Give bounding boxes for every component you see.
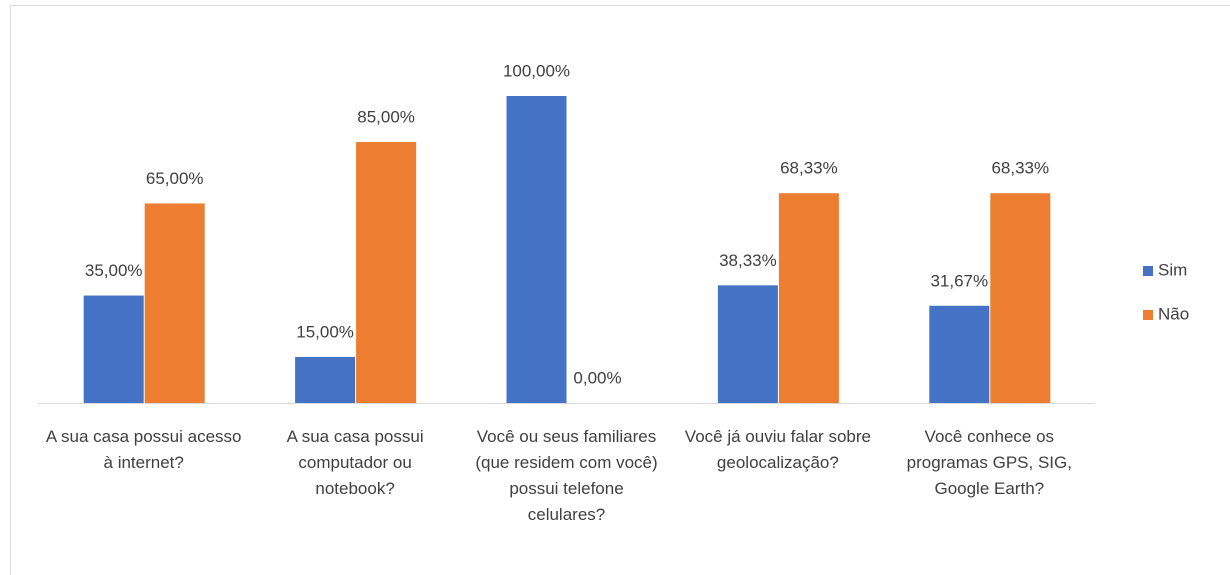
data-label: 100,00%: [503, 61, 570, 80]
data-label: 31,67%: [930, 271, 988, 290]
data-label: 15,00%: [296, 322, 354, 341]
bar: [295, 356, 356, 403]
bar: [717, 285, 778, 403]
x-tick-label: Você conhece os programas GPS, SIG, Goog…: [906, 427, 1072, 498]
legend-swatch: [1143, 310, 1153, 320]
bar: [778, 193, 839, 403]
bar: [929, 305, 990, 403]
legend-label: Sim: [1158, 260, 1187, 279]
data-label: 68,33%: [780, 159, 838, 178]
bar: [144, 203, 205, 403]
data-label: 65,00%: [146, 169, 204, 188]
bar: [990, 193, 1051, 403]
data-label: 38,33%: [719, 251, 777, 270]
chart-frame: [10, 5, 1230, 575]
x-tick-label: A sua casa possui acesso à internet?: [45, 427, 242, 472]
data-label: 85,00%: [357, 108, 415, 127]
data-label: 0,00%: [573, 368, 621, 387]
legend-label: Não: [1158, 304, 1189, 323]
data-label: 68,33%: [991, 159, 1049, 178]
x-tick-label: Você já ouviu falar sobre geolocalização…: [684, 427, 871, 472]
bar: [506, 96, 567, 403]
bar: [356, 142, 417, 404]
x-tick-label: A sua casa possui computador ou notebook…: [286, 427, 424, 498]
legend-swatch: [1143, 266, 1153, 276]
bar: [83, 295, 144, 403]
data-label: 35,00%: [85, 261, 143, 280]
x-tick-label: Você ou seus familiares (que residem com…: [475, 427, 658, 524]
